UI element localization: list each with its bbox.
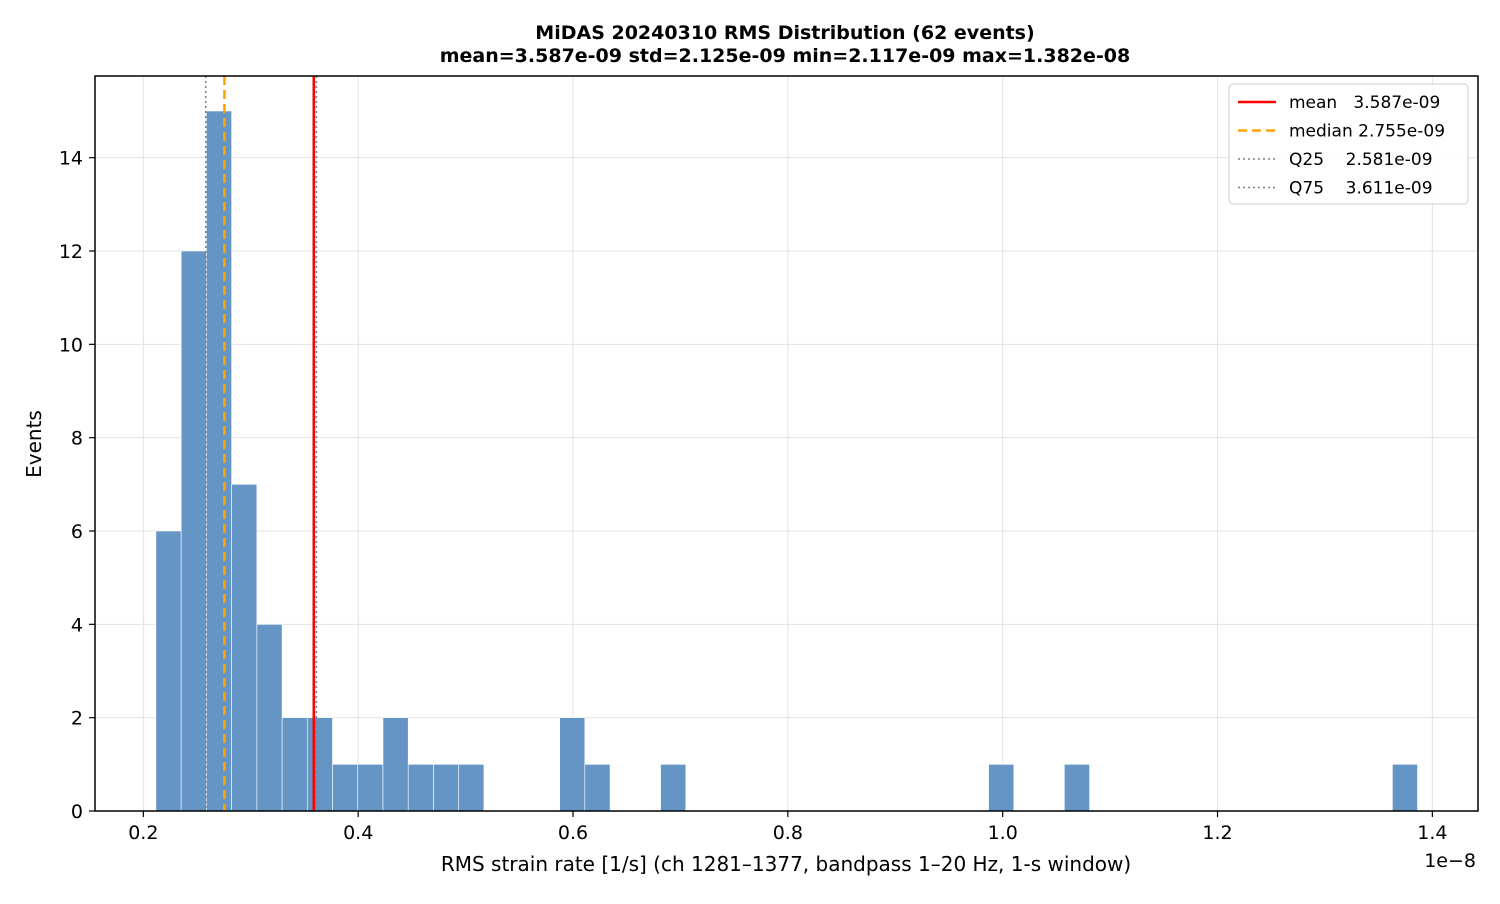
chart-title: MiDAS 20240310 RMS Distribution (62 even…: [535, 22, 1034, 44]
histogram-bar: [458, 764, 485, 812]
histogram-bar: [988, 764, 1015, 812]
statistic-lines: [204, 76, 318, 811]
histogram-bar: [155, 530, 182, 812]
legend-label: median 2.755e-09: [1289, 122, 1445, 142]
plot-frame: [94, 75, 1479, 812]
y-tick-label: 0: [71, 801, 83, 823]
histogram-bar: [206, 110, 232, 812]
histogram-bar: [256, 624, 283, 812]
y-tick-label: 2: [71, 708, 83, 730]
histogram-bar: [1392, 764, 1418, 812]
x-axis-ticks: 0.2 0.4 0.6 0.8 1.0 1.2 1.4: [128, 811, 1447, 844]
x-tick-label: 1.0: [988, 822, 1018, 844]
x-axis-label: RMS strain rate [1/s] (ch 1281–1377, ban…: [441, 852, 1131, 876]
legend-label: mean 3.587e-09: [1289, 93, 1440, 113]
legend-box: [1228, 83, 1469, 205]
histogram-bar: [332, 764, 359, 812]
y-tick-label: 14: [59, 148, 83, 170]
y-tick-label: 6: [71, 521, 83, 543]
y-tick-label: 12: [59, 241, 83, 263]
x-tick-label: 0.2: [128, 822, 158, 844]
histogram-bars: [155, 110, 1418, 812]
histogram-bar: [306, 717, 333, 812]
legend-label: Q75 3.611e-09: [1289, 179, 1433, 199]
histogram-bar: [559, 717, 586, 812]
histogram-bar: [357, 764, 384, 812]
y-axis-label: Events: [22, 410, 46, 478]
histogram-bar: [584, 764, 611, 812]
grid-lines: [95, 76, 1478, 812]
x-offset-text: 1e−8: [1424, 850, 1476, 872]
chart-subtitle: mean=3.587e-09 std=2.125e-09 min=2.117e-…: [440, 45, 1131, 67]
x-tick-label: 1.4: [1417, 822, 1447, 844]
histogram-bar: [382, 717, 409, 812]
histogram-bar: [407, 764, 434, 812]
histogram-bar: [660, 764, 687, 812]
y-tick-label: 8: [71, 428, 83, 450]
y-axis-ticks: 0 2 4 6 8 10 12 14: [59, 148, 95, 823]
histogram-bar: [281, 717, 308, 812]
legend: mean 3.587e-09 median 2.755e-09 Q25 2.581e…: [1228, 83, 1469, 205]
histogram-bar: [180, 250, 207, 812]
histogram-bar: [433, 764, 460, 812]
y-tick-label: 10: [59, 334, 83, 356]
y-tick-label: 4: [71, 614, 83, 636]
histogram-bar: [231, 484, 258, 812]
x-tick-label: 0.8: [773, 822, 803, 844]
legend-label: Q25 2.581e-09: [1289, 150, 1433, 170]
x-tick-label: 0.4: [343, 822, 373, 844]
x-tick-label: 1.2: [1202, 822, 1232, 844]
x-tick-label: 0.6: [558, 822, 588, 844]
histogram-bar: [1064, 764, 1090, 812]
